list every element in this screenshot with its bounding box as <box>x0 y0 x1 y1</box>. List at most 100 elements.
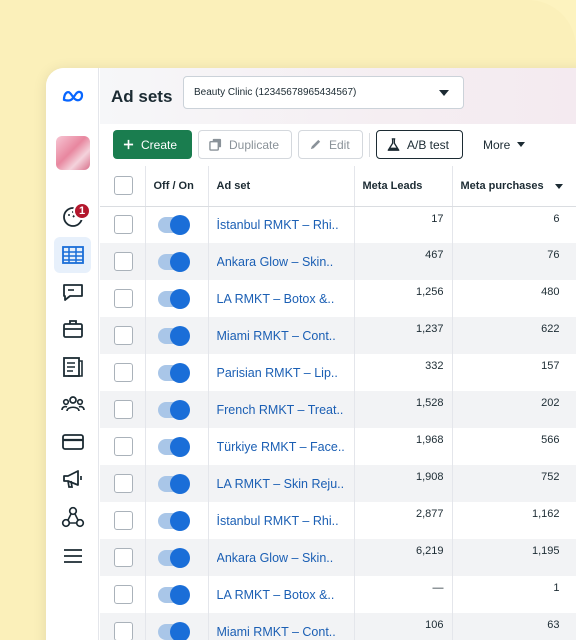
pencil-icon <box>310 139 321 150</box>
row-checkbox[interactable] <box>114 437 133 456</box>
ad-set-name-link[interactable]: LA RMKT – Skin Reju.. <box>216 476 345 491</box>
toggle-knob <box>169 325 190 346</box>
table-row[interactable]: LA RMKT – Skin Reju.. 1,908 752 <box>100 465 576 502</box>
on-off-toggle[interactable] <box>157 288 190 309</box>
table-row[interactable]: İstanbul RMKT – Rhi.. 17 6 <box>100 206 576 243</box>
toggle-knob <box>169 214 190 235</box>
duplicate-label: Duplicate <box>229 137 280 152</box>
table-row[interactable]: French RMKT – Treat.. 1,528 202 <box>100 391 576 428</box>
on-off-toggle[interactable] <box>157 399 190 420</box>
on-off-toggle[interactable] <box>157 547 190 568</box>
events-icon[interactable] <box>54 499 91 535</box>
table-row[interactable]: LA RMKT – Botox &.. —1 <box>100 576 576 613</box>
menu-icon[interactable] <box>54 538 91 574</box>
column-header-toggle[interactable]: Off / On <box>145 166 209 207</box>
main-content: Ad sets Beauty Clinic (12345678965434567… <box>100 68 576 640</box>
ad-set-name-link[interactable]: Ankara Glow – Skin.. <box>216 254 334 269</box>
ad-set-name-cell: French RMKT – Treat.. <box>208 391 355 428</box>
ad-set-name-cell: LA RMKT – Skin Reju.. <box>208 465 355 502</box>
row-select-cell <box>100 317 146 354</box>
select-all-checkbox[interactable] <box>114 176 133 196</box>
meta-leads-cell: 2,877 <box>354 502 453 539</box>
row-select-cell <box>100 354 146 391</box>
ad-set-name-link[interactable]: Parisian RMKT – Lip.. <box>216 365 338 380</box>
audiences-icon[interactable] <box>54 386 91 422</box>
row-select-cell <box>100 539 146 576</box>
on-off-toggle[interactable] <box>157 251 190 272</box>
pages-icon[interactable] <box>54 349 91 385</box>
duplicate-button[interactable]: Duplicate <box>198 130 292 159</box>
ab-test-button[interactable]: A/B test <box>376 130 463 159</box>
table-row[interactable]: Türkiye RMKT – Face.. 1,968 566 <box>100 428 576 465</box>
ad-set-name-link[interactable]: Miami RMKT – Cont.. <box>216 624 336 639</box>
account-selector[interactable]: Beauty Clinic (12345678965434567) <box>183 76 464 109</box>
more-button[interactable]: More <box>473 130 543 159</box>
meta-logo-icon[interactable] <box>54 78 91 114</box>
meta-purchases-cell: 1,195 <box>452 539 576 576</box>
ad-set-name-link[interactable]: French RMKT – Treat.. <box>216 402 344 417</box>
column-header-meta-leads[interactable]: Meta Leads <box>354 166 453 207</box>
edit-label: Edit <box>329 137 350 152</box>
row-checkbox[interactable] <box>114 548 133 567</box>
messages-icon[interactable] <box>54 274 91 310</box>
ad-set-name-cell: Ankara Glow – Skin.. <box>208 539 355 576</box>
row-checkbox[interactable] <box>114 622 133 640</box>
ad-set-name-cell: LA RMKT – Botox &.. <box>208 280 355 317</box>
on-off-toggle[interactable] <box>157 621 190 640</box>
toggle-knob <box>169 584 190 605</box>
on-off-toggle[interactable] <box>157 584 190 605</box>
column-header-ad-set[interactable]: Ad set <box>208 166 355 207</box>
ad-set-name-cell: Miami RMKT – Cont.. <box>208 317 355 354</box>
toggle-knob <box>169 473 190 494</box>
ad-set-name-link[interactable]: İstanbul RMKT – Rhi.. <box>216 217 339 232</box>
row-checkbox[interactable] <box>114 289 133 308</box>
account-avatar[interactable] <box>56 136 90 170</box>
row-select-cell <box>100 613 146 640</box>
edit-button[interactable]: Edit <box>298 130 363 159</box>
on-off-toggle[interactable] <box>157 473 190 494</box>
create-button[interactable]: Create <box>113 130 192 159</box>
column-header-meta-purchases[interactable]: Meta purchases <box>452 166 576 207</box>
row-checkbox[interactable] <box>114 511 133 530</box>
table-row[interactable]: İstanbul RMKT – Rhi.. 2,877 1,162 <box>100 502 576 539</box>
row-checkbox[interactable] <box>114 400 133 419</box>
table-row[interactable]: Ankara Glow – Skin.. 467 76 <box>100 243 576 280</box>
ad-set-name-link[interactable]: İstanbul RMKT – Rhi.. <box>216 513 339 528</box>
meta-leads-cell: 106 <box>354 613 453 640</box>
ad-set-name-link[interactable]: Ankara Glow – Skin.. <box>216 550 334 565</box>
row-select-cell <box>100 502 146 539</box>
meta-leads-cell: 467 <box>354 243 453 280</box>
table-row[interactable]: Ankara Glow – Skin.. 6,219 1,195 <box>100 539 576 576</box>
table-row[interactable]: Miami RMKT – Cont.. 1,237 622 <box>100 317 576 354</box>
meta-purchases-cell: 752 <box>452 465 576 502</box>
briefcase-icon[interactable] <box>54 311 91 347</box>
row-checkbox[interactable] <box>114 474 133 493</box>
table-row[interactable]: LA RMKT – Botox &.. 1,256 480 <box>100 280 576 317</box>
ads-manager-table-icon[interactable] <box>54 237 91 273</box>
table-row[interactable]: Miami RMKT – Cont.. 106 63 <box>100 613 576 640</box>
billing-icon[interactable] <box>54 424 91 460</box>
on-off-toggle[interactable] <box>157 214 190 235</box>
ad-set-name-link[interactable]: Türkiye RMKT – Face.. <box>216 439 345 454</box>
chevron-down-icon <box>439 90 449 96</box>
row-toggle-cell <box>145 539 209 576</box>
sort-chevron-icon[interactable] <box>554 184 563 189</box>
row-checkbox[interactable] <box>114 252 133 271</box>
row-checkbox[interactable] <box>114 585 133 604</box>
on-off-toggle[interactable] <box>157 510 190 531</box>
row-select-cell <box>100 243 146 280</box>
on-off-toggle[interactable] <box>157 436 190 457</box>
ad-set-name-link[interactable]: LA RMKT – Botox &.. <box>216 587 335 602</box>
megaphone-icon[interactable] <box>54 461 91 497</box>
row-checkbox[interactable] <box>114 326 133 345</box>
ad-set-name-link[interactable]: LA RMKT – Botox &.. <box>216 291 335 306</box>
row-checkbox[interactable] <box>114 363 133 382</box>
chevron-down-icon <box>517 142 526 147</box>
sidebar: 1 <box>46 68 99 640</box>
table-row[interactable]: Parisian RMKT – Lip.. 332 157 <box>100 354 576 391</box>
on-off-toggle[interactable] <box>157 362 190 383</box>
on-off-toggle[interactable] <box>157 325 190 346</box>
row-toggle-cell <box>145 243 209 280</box>
row-checkbox[interactable] <box>114 215 133 235</box>
ad-set-name-link[interactable]: Miami RMKT – Cont.. <box>216 328 336 343</box>
